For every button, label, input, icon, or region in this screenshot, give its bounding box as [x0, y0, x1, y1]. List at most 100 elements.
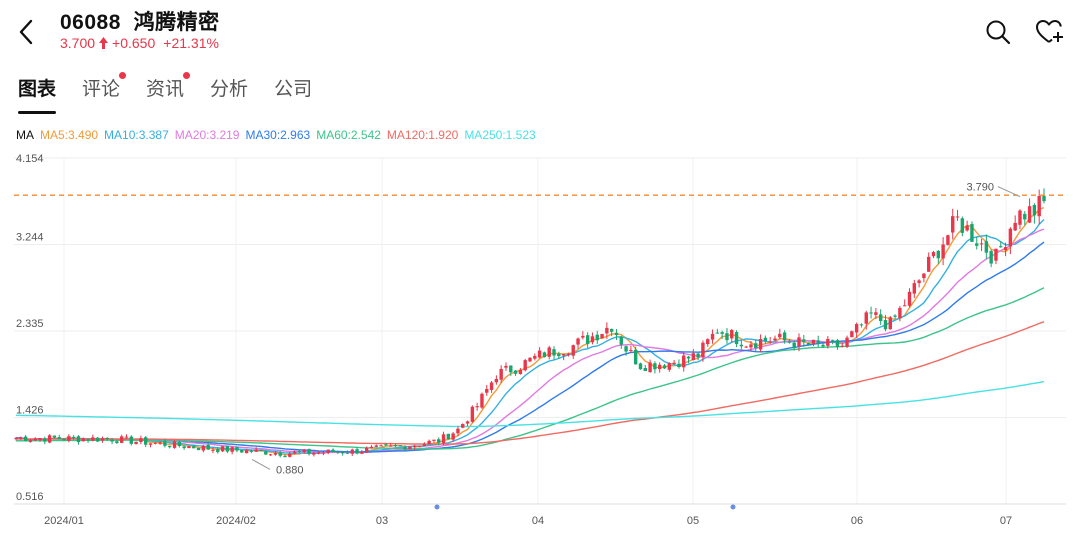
candle-body [523, 360, 527, 371]
candle-body [196, 448, 201, 451]
candle-body [830, 339, 835, 341]
candle-body [792, 342, 796, 349]
ma20-value: MA20:3.219 [174, 128, 240, 142]
candle-body [283, 456, 287, 458]
x-tick-label: 03 [376, 515, 388, 527]
candle-body [413, 445, 417, 448]
candle-body [989, 251, 993, 264]
candle-body [379, 445, 383, 447]
y-tick-label: 3.244 [16, 232, 44, 244]
candle-body [850, 331, 854, 338]
tab-comments[interactable]: 评论 [82, 72, 127, 114]
tab-company[interactable]: 公司 [274, 74, 312, 114]
candle-body [1027, 206, 1032, 223]
event-marker [730, 504, 736, 510]
candle-body [854, 324, 859, 333]
candle-body [633, 349, 638, 365]
event-marker [434, 504, 440, 510]
y-tick-label: 1.426 [16, 404, 44, 416]
notification-dot [183, 72, 191, 79]
candle-body [840, 345, 844, 347]
ma-line [16, 321, 1045, 445]
candle-body [696, 353, 700, 358]
candle-body [821, 344, 825, 347]
ma10-value: MA10:3.387 [104, 128, 169, 142]
candle-body [552, 349, 556, 356]
ma-line [15, 228, 1045, 454]
candle-body [182, 446, 186, 449]
candle-body [927, 256, 931, 272]
ma-legend: MA MA5:3.490 MA10:3.387 MA20:3.219 MA30:… [16, 128, 536, 142]
candle-body [600, 333, 604, 339]
candle-body [874, 312, 878, 315]
candle-body [720, 332, 724, 334]
candle-body [360, 452, 364, 454]
candle-body [542, 352, 547, 358]
search-button[interactable] [982, 16, 1014, 48]
candle-body [1013, 222, 1017, 231]
candle-body [187, 446, 191, 449]
candle-body [936, 250, 941, 259]
candle-body [119, 436, 124, 443]
candle-body [264, 451, 268, 455]
candle-body [158, 442, 162, 444]
candle-body [672, 362, 676, 365]
candle-body [312, 452, 316, 455]
candle-body [485, 388, 489, 393]
candle-body [105, 437, 109, 440]
candle-body [1023, 213, 1027, 220]
candle-body [456, 428, 460, 434]
tab-label: 分析 [210, 79, 249, 100]
candle-body [706, 339, 710, 345]
candle-body [216, 449, 220, 453]
candle-body [451, 433, 455, 440]
candle-body [475, 406, 479, 408]
moving-average-lines [15, 206, 1045, 456]
tab-label: 公司 [274, 79, 313, 100]
price-change: +0.650 [112, 35, 156, 51]
candle-body [211, 449, 215, 451]
candle-body [81, 438, 85, 442]
back-button[interactable] [12, 14, 40, 50]
candle-body [715, 332, 720, 334]
candle-body [499, 368, 503, 380]
candle-body [1032, 204, 1037, 216]
heart-plus-icon [1036, 20, 1063, 43]
candle-body [970, 224, 974, 242]
stock-name: 鸿腾精密 [133, 11, 220, 34]
candle-body [797, 337, 801, 347]
candle-body [33, 438, 37, 441]
candle-body [513, 370, 518, 374]
candle-body [268, 454, 273, 456]
candle-body [355, 449, 359, 454]
candle-body [369, 446, 374, 449]
add-watchlist-button[interactable] [1034, 16, 1066, 48]
tab-chart[interactable]: 图表 [18, 74, 57, 114]
candle-body [364, 447, 369, 452]
low-pointer [251, 458, 271, 470]
candle-body [902, 305, 907, 307]
candle-body [331, 449, 335, 453]
candle-body [393, 445, 398, 447]
candle-body [744, 346, 748, 348]
candle-body [427, 440, 431, 445]
candle-body [662, 365, 667, 369]
candle-body [686, 356, 691, 359]
ma-line [15, 218, 1045, 455]
candle-body [955, 216, 960, 218]
stock-code: 06088 [60, 11, 121, 34]
candles [14, 188, 1046, 458]
candle-body [110, 439, 114, 442]
candle-body [754, 343, 758, 348]
candle-body [14, 438, 18, 440]
candle-body [691, 353, 696, 361]
candle-body [922, 273, 926, 278]
candle-body [864, 312, 868, 324]
candle-body [225, 446, 230, 452]
candle-body [518, 369, 523, 375]
candle-body [461, 424, 465, 428]
tab-news[interactable]: 资讯 [146, 72, 191, 114]
tab-analysis[interactable]: 分析 [210, 74, 248, 114]
